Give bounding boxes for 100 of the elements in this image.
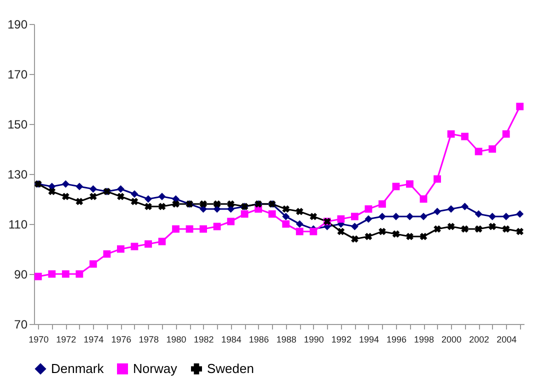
point [144,240,152,248]
point [488,222,496,230]
x-tick-label: 1970 [28,334,49,344]
point [310,212,318,220]
point [103,250,111,258]
x-tick-label: 1972 [56,334,76,344]
x-tick-label: 1986 [248,334,269,344]
point [172,200,180,208]
legend-label: Norway [133,360,178,376]
point [240,210,248,218]
point [461,225,468,233]
point [62,192,70,200]
point [158,192,166,200]
y-tick-label: 130 [7,168,28,182]
point [200,200,207,208]
point [34,272,42,280]
point [227,205,235,213]
point [76,198,84,206]
point [144,202,152,210]
point [502,225,510,233]
point [158,202,166,210]
point [296,208,304,216]
point [516,210,524,218]
x-tick-label: 1988 [276,334,296,344]
point [200,225,208,233]
point [213,200,221,208]
y-tick-label: 110 [8,218,28,232]
point [117,245,124,253]
point [130,190,138,198]
point [406,180,414,188]
x-tick-label: 1996 [386,334,407,344]
legend-label: Sweden [207,360,254,376]
point [351,235,358,243]
point [474,148,482,156]
point [516,228,524,236]
point [213,222,221,230]
x-tick-label: 1990 [304,334,324,344]
point [461,132,469,140]
x-tick-label: 1974 [84,334,104,344]
x-tick-label: 1982 [194,334,214,344]
x-tick-label: 2002 [469,334,490,344]
point [406,232,414,240]
x-tick-label: 1978 [138,334,159,344]
x-tick-label: 1992 [331,334,352,344]
point [337,215,345,223]
point [474,210,482,218]
x-tick-label: 1984 [221,334,242,344]
point [420,232,428,240]
point [364,215,372,223]
point [310,228,318,236]
y-tick-label: 150 [7,118,28,132]
point [48,188,56,196]
y-tick-label: 90 [14,268,28,282]
point [172,225,180,233]
point [378,200,386,208]
point [350,212,358,220]
point [447,205,455,213]
point [62,180,70,188]
y-tick-label: 170 [7,68,28,82]
point [227,218,235,226]
point [76,182,84,190]
point [364,232,372,240]
point [282,220,290,228]
point [89,260,97,268]
x-tick-label: 1998 [414,334,434,344]
point [488,212,496,220]
point [117,192,124,200]
point [516,102,524,110]
point [434,175,441,183]
point [227,200,234,208]
point [282,205,290,213]
point [89,185,97,193]
point [296,220,304,228]
point [76,270,84,278]
point [447,130,455,138]
point [48,182,56,190]
legend-label: Denmark [51,360,104,376]
x-tick-label: 2004 [496,334,517,344]
y-tick-label: 190 [7,18,28,32]
point [461,202,469,210]
point [62,270,70,278]
x-tick-label: 1980 [166,334,186,344]
point [296,228,304,236]
point [378,228,386,236]
point [434,225,441,233]
x-tick-label: 1994 [358,334,379,344]
point [392,212,400,220]
y-tick-label: 70 [14,318,28,332]
point [420,212,428,220]
point [282,212,290,220]
point [90,192,97,200]
point [502,130,510,138]
x-tick-label: 1976 [111,334,132,344]
point [268,210,276,218]
point [488,145,496,153]
point [337,228,345,236]
point [130,198,138,206]
point [350,222,358,230]
point [447,222,455,230]
point [502,212,510,220]
